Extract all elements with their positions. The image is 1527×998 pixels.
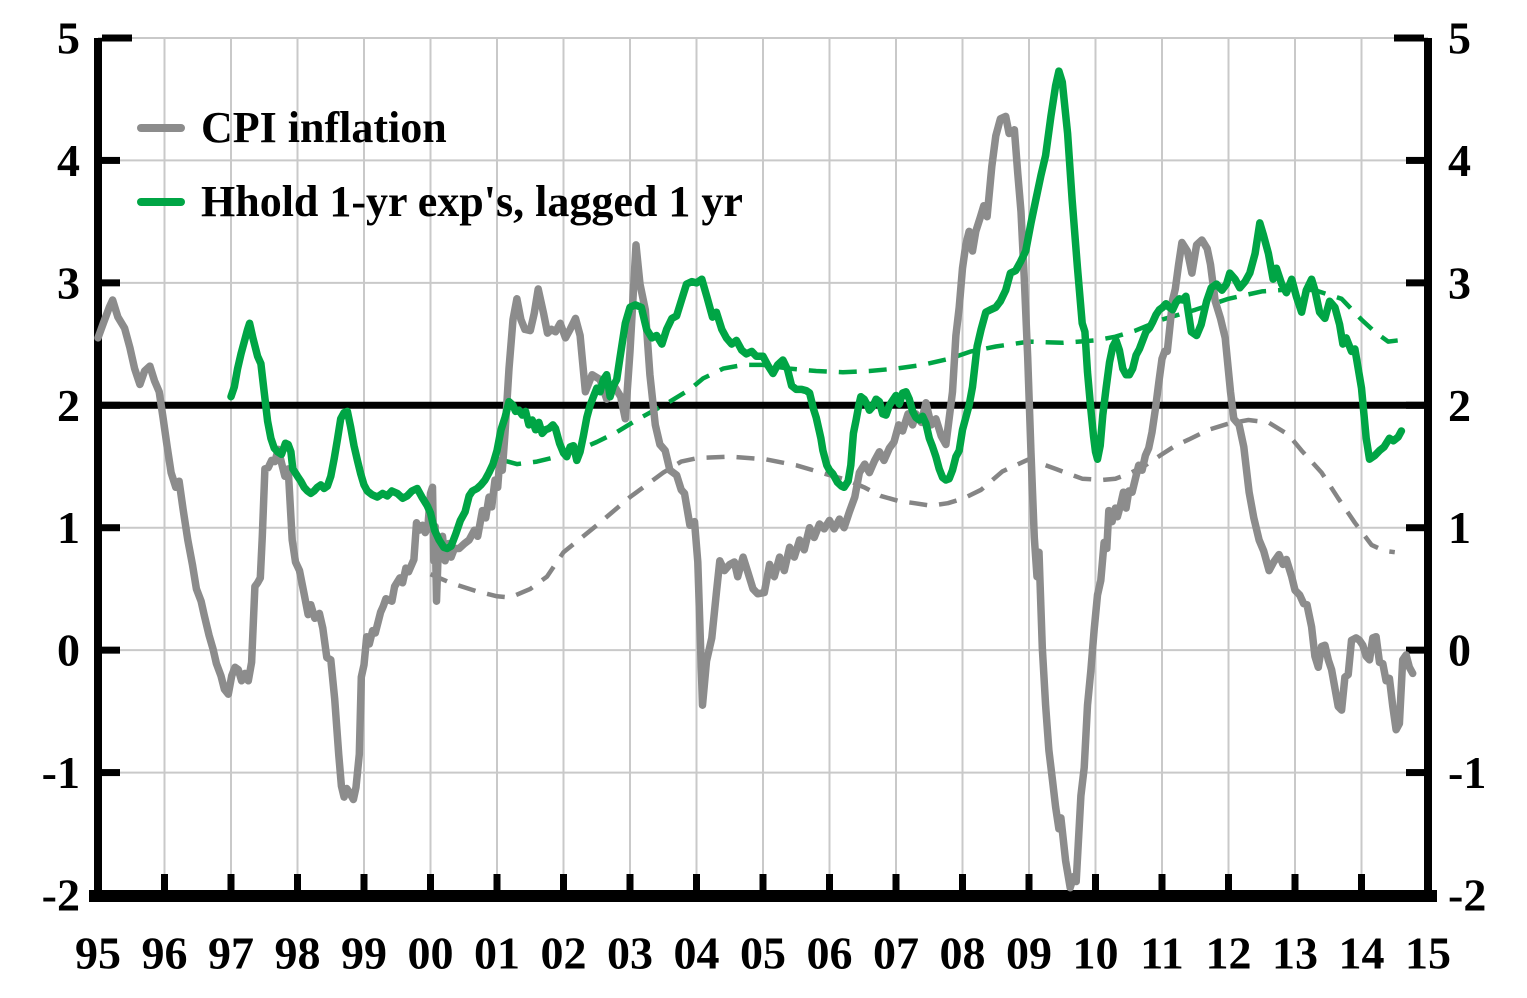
y-axis-label-right: 0: [1448, 625, 1471, 676]
x-axis-label: 00: [408, 928, 454, 979]
x-axis-label: 98: [275, 928, 321, 979]
x-axis-label: 09: [1006, 928, 1052, 979]
x-axis-label: 10: [1073, 928, 1119, 979]
x-axis-label: 15: [1405, 928, 1451, 979]
y-axis-label-right: 3: [1448, 257, 1471, 308]
legend-label-cpi: CPI inflation: [201, 103, 447, 152]
y-axis-label-left: 5: [57, 13, 80, 64]
legend-item-cpi: CPI inflation: [137, 100, 743, 156]
x-axis-label: 05: [740, 928, 786, 979]
y-axis-label-left: -2: [42, 870, 80, 921]
hhold-line-swatch-icon: [137, 198, 185, 206]
y-axis-label-left: 1: [57, 502, 80, 553]
x-axis-label: 95: [75, 928, 121, 979]
x-axis-label: 02: [541, 928, 587, 979]
x-axis-label: 96: [142, 928, 188, 979]
y-axis-label-right: 5: [1448, 13, 1471, 64]
legend-item-hhold: Hhold 1-yr exp's, lagged 1 yr: [137, 174, 743, 230]
x-axis-label: 08: [940, 928, 986, 979]
x-axis-label: 13: [1272, 928, 1318, 979]
x-axis-label: 97: [208, 928, 254, 979]
y-axis-label-right: 1: [1448, 502, 1471, 553]
chart-legend: CPI inflation Hhold 1-yr exp's, lagged 1…: [137, 100, 743, 248]
x-axis-label: 06: [807, 928, 853, 979]
x-axis-label: 03: [607, 928, 653, 979]
y-axis-label-right: -1: [1448, 747, 1486, 798]
x-axis-label: 07: [873, 928, 919, 979]
x-axis-label: 12: [1206, 928, 1252, 979]
y-axis-label-right: 4: [1448, 135, 1471, 186]
legend-label-hhold: Hhold 1-yr exp's, lagged 1 yr: [201, 177, 743, 226]
y-axis-label-left: 2: [57, 380, 80, 431]
y-axis-label-right: -2: [1448, 870, 1486, 921]
x-axis-label: 04: [674, 928, 720, 979]
x-axis-label: 99: [341, 928, 387, 979]
y-axis-label-left: 3: [57, 257, 80, 308]
x-axis-label: 11: [1140, 928, 1183, 979]
y-axis-label-left: 0: [57, 625, 80, 676]
x-axis-label: 01: [474, 928, 520, 979]
cpi-line-swatch-icon: [137, 124, 185, 132]
x-axis-label: 14: [1339, 928, 1385, 979]
y-axis-label-left: -1: [42, 747, 80, 798]
y-axis-label-left: 4: [57, 135, 80, 186]
y-axis-label-right: 2: [1448, 380, 1471, 431]
